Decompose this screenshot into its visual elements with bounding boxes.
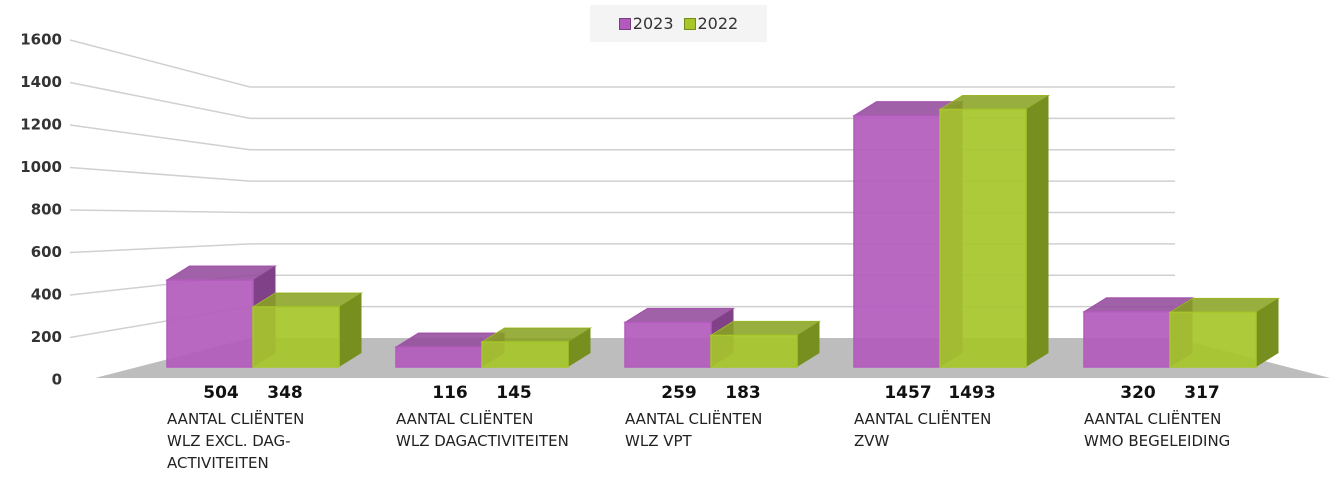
legend-label: 2023 [632,14,674,33]
value-label: 259 [661,383,697,403]
bar-front [710,334,798,368]
bar [165,265,278,368]
x-tick-label: AANTAL CLIËNTEN ZVW [854,410,992,450]
y-tick-label: 400 [31,286,62,304]
bar-side-shade [797,321,820,367]
legend-swatch [683,17,696,30]
x-tick-label: AANTAL CLIËNTEN WLZ VPT [625,410,763,450]
bar-front [853,114,941,368]
bar-front [395,346,483,368]
bar-front [481,341,569,368]
legend-item: 2022 [683,14,739,33]
bar-side [568,327,591,367]
y-tick-label: 1200 [20,116,62,134]
value-label: 348 [267,383,303,403]
bar-top-shade [253,292,362,307]
y-tick-label: 800 [31,201,62,219]
value-label: 320 [1120,383,1156,403]
y-tick-label: 1600 [20,31,62,49]
legend-item: 2023 [618,14,674,33]
value-label: 504 [203,383,239,403]
bar-top-shade [625,308,734,323]
bar-side [797,321,820,367]
bar-top-shade [167,266,276,281]
bar [1168,297,1281,368]
x-tick-label: AANTAL CLIËNTEN WLZ EXCL. DAG- ACTIVITEI… [167,410,305,472]
grid-line [69,39,1175,88]
value-label: 145 [496,383,532,403]
bar-top-shade [396,332,505,347]
value-label: 116 [432,383,468,403]
y-tick-label: 0 [52,371,62,389]
x-tick-label: AANTAL CLIËNTEN WMO BEGELEIDING [1084,410,1231,450]
bar-front [1169,311,1257,368]
bar-top-shade [854,101,963,116]
bar-top-shade [482,327,591,342]
bar-front [939,108,1027,368]
y-tick-label: 1400 [20,73,62,91]
bar-front [166,279,254,368]
value-label: 183 [725,383,761,403]
bar-top-shade [1084,297,1193,312]
value-label: 1457 [884,383,931,403]
bar-side [339,292,362,367]
legend: 2023 2022 [590,5,767,42]
value-label: 1493 [948,383,995,403]
bar [251,292,364,368]
bar-top-shade [940,95,1049,110]
x-tick-label: AANTAL CLIËNTEN WLZ DAGACTIVITEITEN [396,410,569,450]
bar-side [1026,95,1049,368]
bar-front [1083,311,1171,368]
y-tick-label: 600 [31,243,62,261]
bar-side-shade [339,292,362,367]
bar-side [1256,298,1279,367]
bar-side-shade [568,327,591,367]
legend-label: 2022 [697,14,739,33]
bar-front [252,306,340,368]
bar-top-shade [1170,298,1279,313]
bar-top-shade [711,321,820,336]
legend-swatch [618,17,631,30]
y-tick-label: 200 [31,328,62,346]
bar [938,94,1051,368]
bar-side-shade [1256,298,1279,367]
bar [709,320,822,368]
bar [480,327,593,368]
y-tick-label: 1000 [20,158,62,176]
bar-front [624,321,712,368]
value-label: 317 [1184,383,1220,403]
bar-side-shade [1026,95,1049,368]
